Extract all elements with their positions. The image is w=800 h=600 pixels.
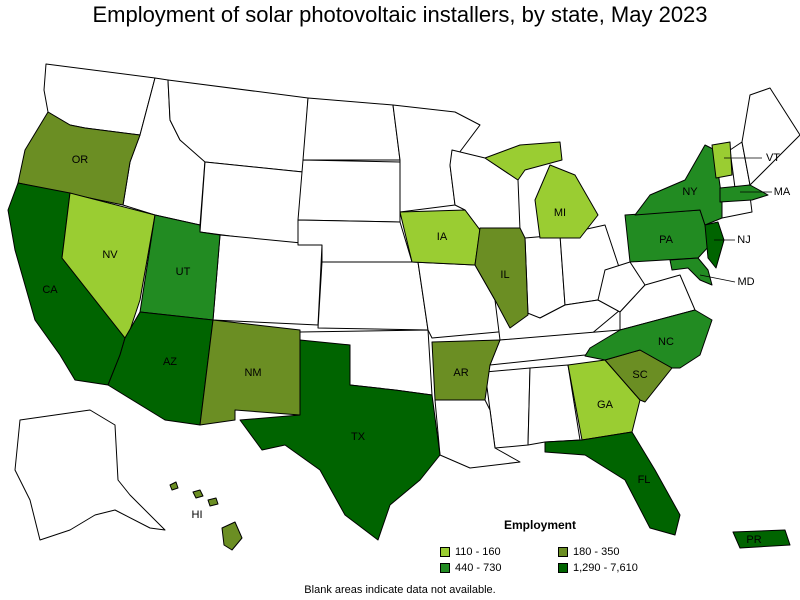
legend-swatch [440, 547, 450, 557]
legend-item: 180 - 350 [558, 546, 619, 558]
state-nc[interactable] [584, 309, 713, 369]
state-label-sc: SC [632, 369, 647, 381]
state-label-ca: CA [42, 284, 58, 296]
legend-label: 180 - 350 [573, 546, 620, 558]
state-label-ut: UT [176, 266, 191, 278]
legend-swatch [558, 563, 568, 573]
state-label-ar: AR [453, 367, 468, 379]
state-wy[interactable] [199, 161, 304, 246]
state-label-il: IL [500, 269, 509, 281]
state-label-pa: PA [659, 234, 674, 246]
state-label-ny: NY [682, 186, 698, 198]
state-label-or: OR [72, 154, 89, 166]
state-label-az: AZ [163, 356, 177, 368]
legend-item: 1,290 - 7,610 [558, 562, 638, 574]
map-title: Employment of solar photovoltaic install… [92, 2, 708, 27]
state-label-nm: NM [244, 367, 261, 379]
legend: Employment 110 - 160 180 - 350 440 - 730… [440, 518, 680, 586]
state-ak[interactable] [14, 409, 166, 541]
state-fl[interactable] [544, 431, 681, 536]
no-data-states [14, 63, 800, 541]
state-label-ga: GA [597, 399, 614, 411]
state-co[interactable] [212, 234, 323, 326]
state-label-md: MD [737, 276, 754, 288]
state-me[interactable] [741, 87, 800, 186]
state-label-nv: NV [102, 249, 118, 261]
state-label-ma: MA [774, 186, 791, 198]
state-il[interactable] [474, 227, 529, 329]
legend-item: 440 - 730 [440, 562, 501, 574]
state-label-tx: TX [351, 431, 366, 443]
legend-item: 110 - 160 [440, 546, 501, 558]
state-ma[interactable] [719, 184, 769, 203]
state-label-pr: PR [746, 534, 761, 546]
state-pr[interactable] [732, 529, 791, 549]
legend-label: 1,290 - 7,610 [573, 562, 638, 574]
state-nd[interactable] [302, 97, 401, 161]
state-sd[interactable] [297, 159, 401, 223]
state-label-vt: VT [766, 152, 780, 164]
legend-label: 110 - 160 [455, 546, 501, 558]
legend-title: Employment [503, 518, 576, 532]
state-in[interactable] [524, 234, 566, 319]
footnote: Blank areas indicate data not available. [304, 584, 496, 596]
state-la[interactable] [434, 399, 521, 469]
state-label-mi: MI [554, 207, 566, 219]
state-nj[interactable] [704, 221, 725, 269]
legend-label: 440 - 730 [455, 562, 502, 574]
legend-swatch [558, 547, 568, 557]
state-label-nj: NJ [737, 234, 750, 246]
state-ar[interactable] [431, 339, 501, 401]
label-leaders [699, 157, 772, 283]
state-label-fl: FL [638, 474, 651, 486]
state-vt[interactable] [711, 141, 733, 179]
state-va[interactable] [619, 274, 696, 331]
state-ks[interactable] [317, 261, 429, 331]
state-label-ia: IA [437, 231, 448, 243]
state-or[interactable] [17, 111, 141, 206]
state-nm[interactable] [199, 319, 301, 426]
state-tx[interactable] [239, 339, 441, 541]
legend-swatch [440, 563, 450, 573]
state-hi[interactable] [169, 481, 243, 551]
state-ms[interactable] [484, 367, 531, 449]
state-mi[interactable] [484, 141, 599, 239]
state-label-hi: HI [192, 509, 203, 521]
state-md[interactable] [669, 257, 713, 286]
state-label-nc: NC [658, 336, 674, 348]
